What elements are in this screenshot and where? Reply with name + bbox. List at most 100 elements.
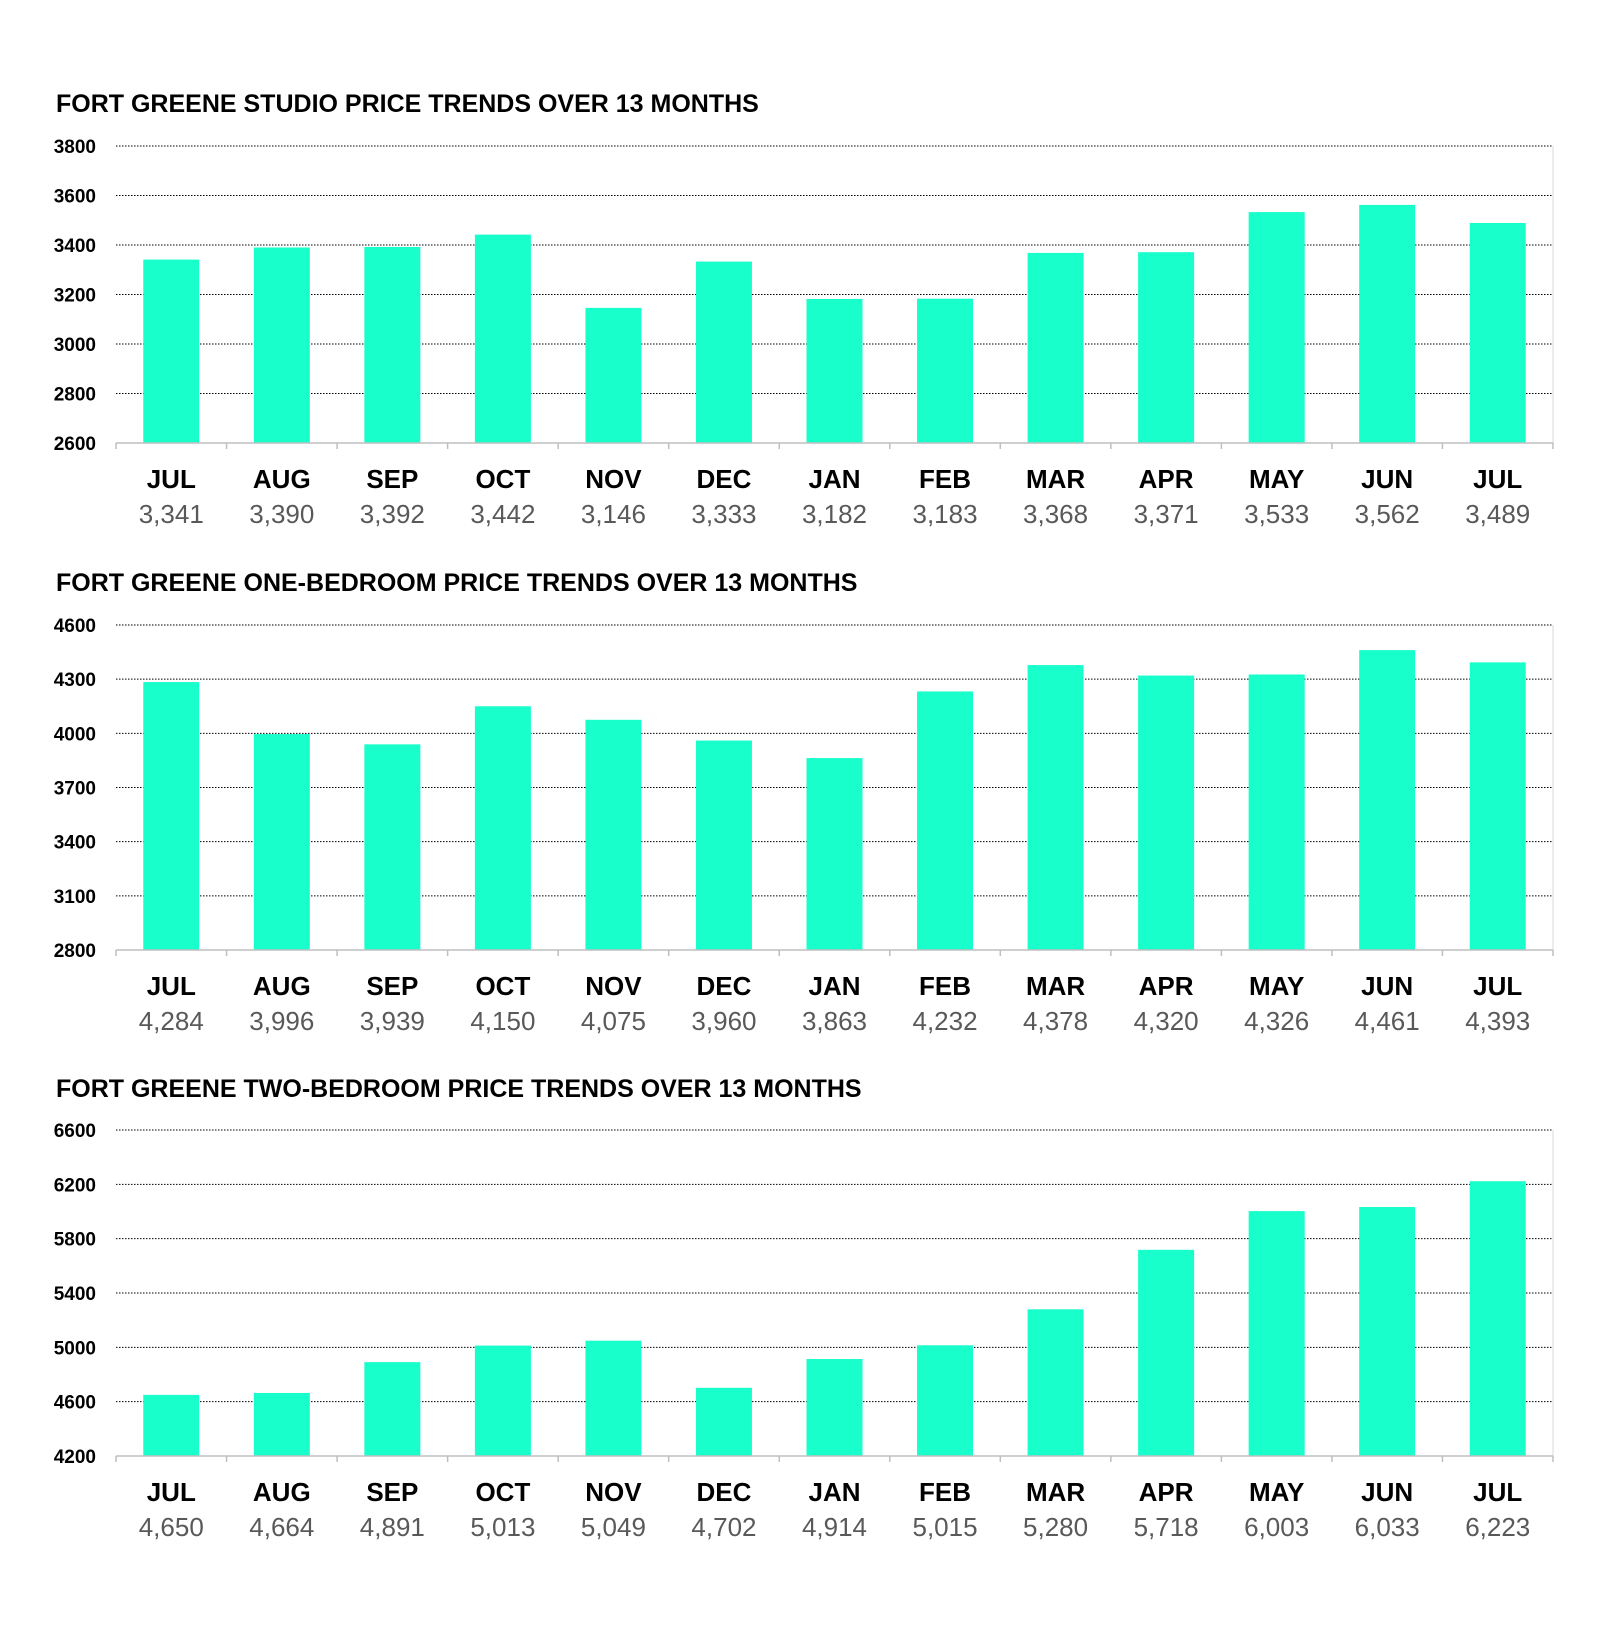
y-tick-label: 6600 (54, 1121, 96, 1142)
bar-9 (1027, 665, 1084, 950)
chart-1: FORT GREENE STUDIO PRICE TRENDS OVER 13 … (54, 90, 1554, 529)
data-label: 4,075 (581, 1006, 646, 1036)
data-label: 5,049 (581, 1512, 646, 1542)
y-tick-label: 4000 (54, 724, 96, 745)
bar-11 (1248, 674, 1305, 950)
bar-7 (806, 758, 863, 950)
x-tick-label: JAN (808, 464, 860, 494)
x-tick-label: JUN (1361, 971, 1413, 1001)
x-tick-label: FEB (919, 464, 971, 494)
data-label: 3,960 (691, 1006, 756, 1036)
x-tick-label: OCT (475, 464, 530, 494)
data-label: 4,664 (249, 1512, 314, 1542)
data-label: 4,461 (1355, 1006, 1420, 1036)
bar-3 (364, 744, 421, 950)
data-label: 3,371 (1134, 499, 1199, 529)
x-tick-label: JUL (1473, 464, 1522, 494)
bar-9 (1027, 252, 1084, 443)
y-tick-label: 5000 (54, 1338, 96, 1359)
data-label: 5,013 (470, 1512, 535, 1542)
data-label: 4,378 (1023, 1006, 1088, 1036)
y-tick-label: 6200 (54, 1175, 96, 1196)
x-tick-label: MAR (1026, 971, 1085, 1001)
y-tick-label: 2800 (54, 941, 96, 962)
x-tick-label: DEC (697, 464, 752, 494)
x-tick-label: NOV (585, 1477, 642, 1507)
bar-13 (1469, 662, 1526, 950)
data-label: 4,150 (470, 1006, 535, 1036)
x-tick-label: NOV (585, 971, 642, 1001)
data-label: 6,003 (1244, 1512, 1309, 1542)
data-label: 6,033 (1355, 1512, 1420, 1542)
y-tick-label: 4300 (54, 670, 96, 691)
x-tick-label: APR (1139, 1477, 1194, 1507)
data-label: 4,650 (139, 1512, 204, 1542)
x-tick-label: MAY (1249, 971, 1304, 1001)
chart-title: FORT GREENE ONE-BEDROOM PRICE TRENDS OVE… (56, 569, 857, 597)
x-tick-label: MAR (1026, 464, 1085, 494)
y-tick-label: 4200 (54, 1447, 96, 1468)
bar-5 (585, 719, 642, 950)
x-tick-label: MAY (1249, 1477, 1304, 1507)
bar-2 (253, 247, 310, 443)
data-label: 3,489 (1465, 499, 1530, 529)
bar-7 (806, 1359, 863, 1456)
y-tick-label: 3400 (54, 236, 96, 257)
data-label: 3,442 (470, 499, 535, 529)
bar-11 (1248, 1211, 1305, 1456)
x-tick-label: DEC (697, 971, 752, 1001)
bar-2 (253, 734, 310, 950)
data-label: 5,015 (912, 1512, 977, 1542)
bar-6 (695, 1387, 752, 1456)
x-tick-label: JUL (1473, 971, 1522, 1001)
x-tick-label: APR (1139, 464, 1194, 494)
bar-6 (695, 261, 752, 443)
bar-12 (1359, 204, 1416, 443)
x-tick-label: SEP (366, 1477, 418, 1507)
data-label: 4,320 (1134, 1006, 1199, 1036)
bar-1 (143, 682, 200, 950)
x-tick-label: DEC (697, 1477, 752, 1507)
bar-5 (585, 307, 642, 443)
data-label: 3,341 (139, 499, 204, 529)
x-tick-label: NOV (585, 464, 642, 494)
y-tick-label: 3400 (54, 833, 96, 854)
x-tick-label: JUN (1361, 464, 1413, 494)
x-tick-label: JUN (1361, 1477, 1413, 1507)
bar-8 (917, 1345, 974, 1456)
bar-12 (1359, 650, 1416, 950)
bar-11 (1248, 212, 1305, 443)
data-label: 3,183 (912, 499, 977, 529)
x-tick-label: FEB (919, 1477, 971, 1507)
x-tick-label: SEP (366, 971, 418, 1001)
data-label: 6,223 (1465, 1512, 1530, 1542)
y-tick-label: 3200 (54, 286, 96, 307)
data-label: 5,718 (1134, 1512, 1199, 1542)
bar-4 (474, 234, 531, 443)
data-label: 4,326 (1244, 1006, 1309, 1036)
bar-12 (1359, 1207, 1416, 1456)
x-tick-label: JUL (147, 464, 196, 494)
x-tick-label: AUG (253, 1477, 311, 1507)
data-label: 4,702 (691, 1512, 756, 1542)
data-label: 3,939 (360, 1006, 425, 1036)
x-tick-label: SEP (366, 464, 418, 494)
data-label: 4,393 (1465, 1006, 1530, 1036)
data-label: 3,392 (360, 499, 425, 529)
y-tick-label: 3100 (54, 887, 96, 908)
bar-6 (695, 740, 752, 950)
y-tick-label: 4600 (54, 1393, 96, 1414)
bar-2 (253, 1392, 310, 1456)
y-tick-label: 5400 (54, 1284, 96, 1305)
y-tick-label: 3700 (54, 779, 96, 800)
bar-13 (1469, 1181, 1526, 1456)
y-tick-label: 2600 (54, 434, 96, 455)
x-tick-label: AUG (253, 464, 311, 494)
x-tick-label: JUL (147, 971, 196, 1001)
bar-9 (1027, 1309, 1084, 1456)
x-tick-label: MAY (1249, 464, 1304, 494)
bar-8 (917, 298, 974, 443)
y-tick-label: 3000 (54, 335, 96, 356)
data-label: 3,562 (1355, 499, 1420, 529)
bar-3 (364, 1362, 421, 1456)
